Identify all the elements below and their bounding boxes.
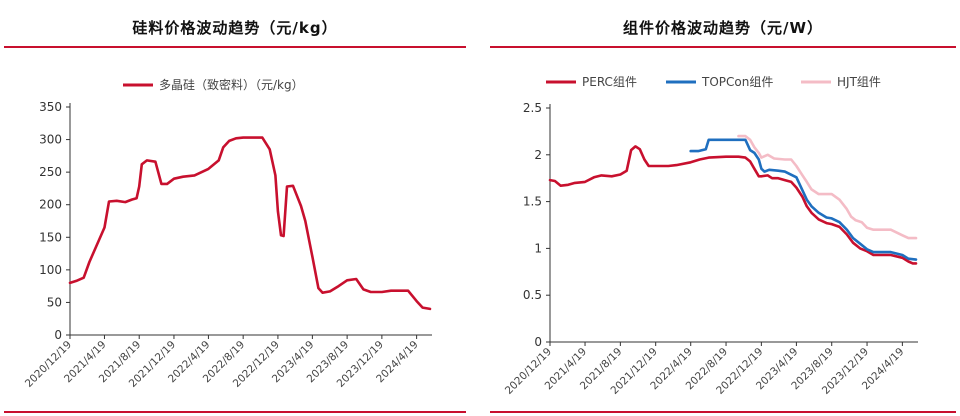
legend-label: HJT组件 bbox=[837, 75, 881, 89]
y-tick-label: 1 bbox=[534, 241, 542, 255]
y-tick-label: 350 bbox=[39, 100, 62, 114]
polysilicon-chart: 0501001502002503003502020/12/192021/4/19… bbox=[23, 77, 432, 390]
y-tick-label: 100 bbox=[39, 263, 62, 277]
polysilicon-chart-title: 硅料价格波动趋势（元/kg） bbox=[132, 19, 338, 37]
y-tick-label: 50 bbox=[47, 295, 62, 309]
bottom-divider bbox=[4, 411, 466, 413]
y-tick-label: 2 bbox=[534, 148, 542, 162]
legend-label: TOPCon组件 bbox=[701, 75, 773, 89]
title-divider bbox=[4, 46, 466, 48]
y-tick-label: 300 bbox=[39, 133, 62, 147]
y-tick-label: 0 bbox=[54, 328, 62, 342]
y-tick-label: 250 bbox=[39, 165, 62, 179]
module-chart-title: 组件价格波动趋势（元/W） bbox=[622, 19, 824, 37]
module-chart-panel: 组件价格波动趋势（元/W） 0 0.5 1 1.5 2 2.5 2020/12/19 2021… bbox=[486, 0, 960, 416]
series-line bbox=[68, 136, 432, 311]
y-tick-label: 200 bbox=[39, 198, 62, 212]
y-tick-label: 150 bbox=[39, 230, 62, 244]
y-tick-label: 0.5 bbox=[523, 288, 542, 302]
series-line bbox=[737, 134, 918, 240]
polysilicon-chart-panel: 硅料价格波动趋势（元/kg） 0 50 100 150 200 250 300 350 2020… bbox=[0, 0, 470, 416]
series-line bbox=[689, 138, 918, 261]
legend-label: PERC组件 bbox=[582, 75, 637, 89]
y-tick-label: 2.5 bbox=[523, 101, 542, 115]
x-tick-label: 2020/12/19 bbox=[503, 346, 554, 397]
y-tick-label: 0 bbox=[534, 335, 542, 349]
bottom-divider bbox=[490, 411, 956, 413]
module-price-chart: 00.511.522.52020/12/192021/4/192021/8/19… bbox=[503, 75, 918, 397]
y-tick-label: 1.5 bbox=[523, 195, 542, 209]
legend-label: 多晶硅（致密料）（元/kg） bbox=[159, 77, 304, 92]
series-line bbox=[548, 145, 918, 265]
title-divider bbox=[490, 46, 956, 48]
